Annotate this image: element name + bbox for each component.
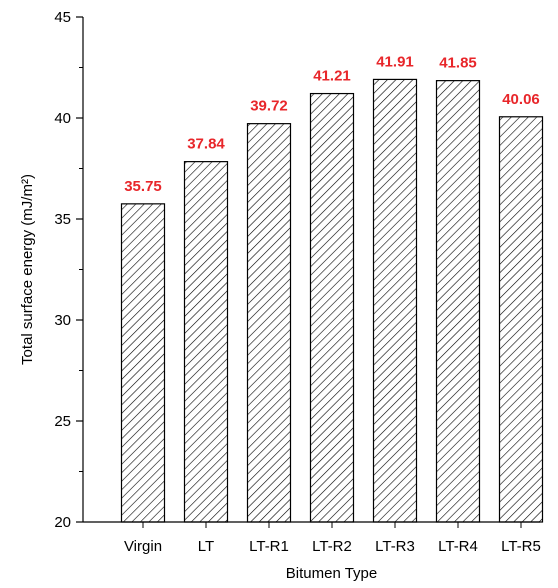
bar-lt-r1: [246, 123, 292, 523]
bar-lt-r5: [498, 116, 544, 523]
x-tick-label: LT-R1: [249, 538, 289, 555]
bar-virgin: [120, 203, 166, 523]
x-axis: Virgin LT LT-R1 LT-R2 LT-R3 LT-R4 LT-R5: [83, 521, 541, 555]
data-label-lt-r3: 41.91: [376, 53, 414, 70]
y-tick-label: 45: [54, 9, 71, 26]
x-tick-label: LT-R2: [312, 538, 352, 555]
y-tick-label: 35: [54, 211, 71, 228]
bar-lt-r2: [309, 92, 355, 523]
bar-lt-r4: [435, 80, 481, 523]
x-axis-title: Bitumen Type: [286, 565, 377, 582]
data-label-lt-r2: 41.21: [313, 68, 351, 85]
data-label-lt-r5: 40.06: [502, 91, 540, 108]
y-tick-label: 20: [54, 514, 71, 531]
x-tick-label: LT-R5: [501, 538, 541, 555]
data-label-lt-r1: 39.72: [250, 98, 288, 115]
x-tick-label: LT-R4: [438, 538, 478, 555]
bar-lt: [183, 161, 229, 523]
data-labels-group: 35.75 37.84 39.72 41.21 41.91 41.85 40.06: [124, 53, 540, 194]
y-axis: 20 25 30 35 40 45: [54, 9, 84, 531]
data-label-virgin: 35.75: [124, 178, 162, 195]
y-tick-label: 40: [54, 110, 71, 127]
x-tick-label: Virgin: [124, 538, 162, 555]
y-axis-title: Total surface energy (mJ/m²): [19, 174, 36, 365]
bar-lt-r3: [372, 78, 418, 523]
x-tick-label: LT-R3: [375, 538, 415, 555]
x-tick-label: LT: [198, 538, 214, 555]
y-tick-label: 25: [54, 413, 71, 430]
y-tick-label: 30: [54, 312, 71, 329]
data-label-lt-r4: 41.85: [439, 55, 477, 72]
data-label-lt: 37.84: [187, 136, 225, 153]
bars-group: [120, 78, 544, 523]
